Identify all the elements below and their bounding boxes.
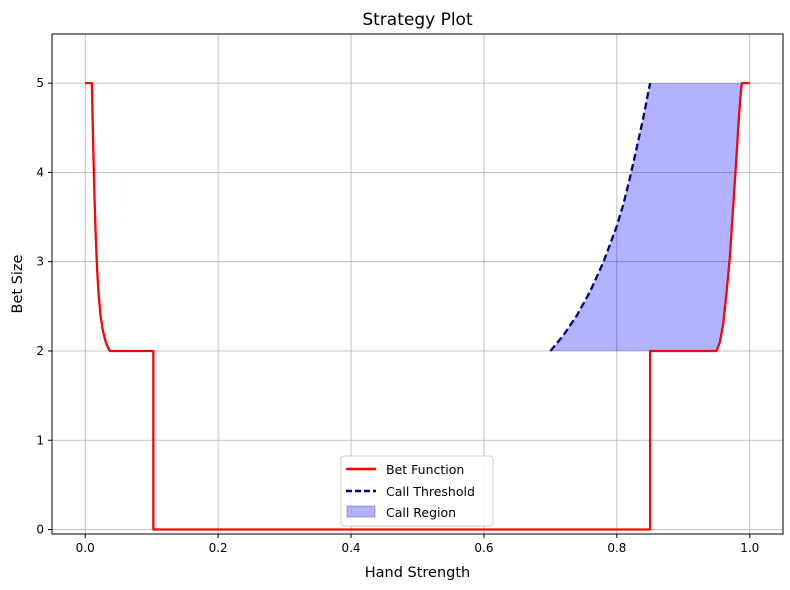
- x-tick-label: 0.2: [209, 541, 228, 555]
- series-layer: [85, 81, 750, 531]
- x-tick-label: 1.0: [740, 541, 759, 555]
- call-threshold-line: [549, 82, 652, 352]
- legend-bet-function-label: Bet Function: [386, 462, 464, 477]
- y-axis-ticks: 0 1 2 3 4 5: [36, 76, 52, 537]
- legend-call-region-swatch: [346, 505, 376, 518]
- x-axis-ticks: 0.0 0.2 0.4 0.6 0.8 1.0: [76, 534, 759, 555]
- chart-title: Strategy Plot: [362, 10, 473, 30]
- legend-call-region-label: Call Region: [386, 505, 456, 520]
- y-tick-label: 1: [36, 433, 44, 447]
- x-tick-label: 0.0: [76, 541, 95, 555]
- x-tick-label: 0.4: [341, 541, 360, 555]
- y-axis-title: Bet Size: [10, 254, 26, 313]
- y-tick-label: 0: [36, 523, 44, 537]
- x-tick-label: 0.6: [474, 541, 493, 555]
- legend-box: [340, 455, 494, 527]
- legend: Bet Function Call Threshold Call Region: [340, 455, 494, 527]
- legend-call-threshold-label: Call Threshold: [386, 484, 475, 499]
- y-tick-label: 2: [36, 344, 44, 358]
- bet-function-line: [85, 81, 750, 531]
- y-tick-label: 3: [36, 255, 44, 269]
- x-axis-title: Hand Strength: [365, 565, 471, 581]
- call-region-layer: [550, 83, 750, 351]
- y-tick-label: 5: [36, 76, 44, 90]
- x-tick-label: 0.8: [607, 541, 626, 555]
- plot-frame: [51, 33, 784, 535]
- y-tick-label: 4: [36, 165, 44, 179]
- call-region-fill: [550, 83, 750, 351]
